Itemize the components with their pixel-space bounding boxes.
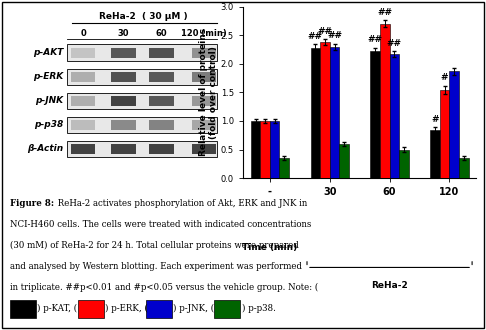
- Text: ) p-JNK, (: ) p-JNK, (: [174, 304, 215, 313]
- Bar: [459, 158, 469, 178]
- Bar: [191, 72, 216, 82]
- Bar: [71, 120, 95, 130]
- Text: #: #: [431, 115, 439, 124]
- Text: and analysed by Western blotting. Each experiment was performed: and analysed by Western blotting. Each e…: [10, 262, 302, 271]
- Text: ) p-ERK, (: ) p-ERK, (: [105, 304, 148, 313]
- Bar: [251, 121, 260, 178]
- Bar: [440, 89, 450, 178]
- Bar: [111, 48, 136, 58]
- Text: ##: ##: [377, 8, 392, 17]
- Text: ##: ##: [327, 31, 342, 40]
- Y-axis label: Relative level of proteins
(fold over control): Relative level of proteins (fold over co…: [199, 28, 218, 156]
- Bar: [380, 24, 390, 178]
- Text: 30: 30: [118, 29, 129, 38]
- Bar: [191, 96, 216, 106]
- Text: #: #: [441, 73, 448, 82]
- Bar: [270, 121, 279, 178]
- Bar: [191, 48, 216, 58]
- Bar: [71, 144, 95, 154]
- Text: ReHa-2 activates phosphorylation of Akt, ERK and JNK in: ReHa-2 activates phosphorylation of Akt,…: [55, 199, 307, 208]
- Text: ) p-KAT, (: ) p-KAT, (: [37, 304, 77, 313]
- Bar: [111, 120, 136, 130]
- Bar: [68, 92, 217, 109]
- Text: p-AKT: p-AKT: [33, 48, 63, 57]
- Bar: [10, 300, 36, 318]
- Bar: [191, 120, 216, 130]
- Text: ##: ##: [368, 35, 382, 44]
- Text: 0: 0: [80, 29, 86, 38]
- Text: ) p-p38.: ) p-p38.: [242, 304, 276, 313]
- Bar: [149, 144, 174, 154]
- Bar: [390, 54, 399, 178]
- Bar: [68, 45, 217, 61]
- Bar: [68, 69, 217, 85]
- Bar: [370, 51, 380, 178]
- Text: Time (min): Time (min): [243, 244, 297, 252]
- Bar: [71, 72, 95, 82]
- Bar: [149, 96, 174, 106]
- Bar: [111, 96, 136, 106]
- Text: ##: ##: [317, 27, 332, 36]
- Text: 60: 60: [156, 29, 167, 38]
- Bar: [330, 47, 339, 178]
- Text: 120 (min): 120 (min): [181, 29, 226, 38]
- Bar: [146, 300, 172, 318]
- Text: β-Actin: β-Actin: [27, 145, 63, 153]
- Text: ReHa-2: ReHa-2: [371, 281, 408, 290]
- Bar: [149, 72, 174, 82]
- Bar: [68, 116, 217, 133]
- Text: Figure 8:: Figure 8:: [10, 199, 54, 208]
- Text: p-p38: p-p38: [34, 120, 63, 129]
- Bar: [78, 300, 104, 318]
- Text: in triplicate. ##p<0.01 and #p<0.05 versus the vehicle group. Note: (: in triplicate. ##p<0.01 and #p<0.05 vers…: [10, 282, 318, 292]
- Bar: [260, 121, 270, 178]
- Bar: [399, 149, 409, 178]
- Bar: [149, 48, 174, 58]
- Text: NCI-H460 cells. The cells were treated with indicated concentrations: NCI-H460 cells. The cells were treated w…: [10, 220, 311, 229]
- Bar: [450, 71, 459, 178]
- Bar: [430, 130, 440, 178]
- Bar: [320, 42, 330, 178]
- Text: ##: ##: [387, 39, 402, 48]
- Text: p-JNK: p-JNK: [35, 96, 63, 105]
- Bar: [191, 144, 216, 154]
- Bar: [339, 144, 349, 178]
- Bar: [279, 158, 289, 178]
- Bar: [71, 96, 95, 106]
- Bar: [71, 48, 95, 58]
- Bar: [111, 72, 136, 82]
- Bar: [68, 141, 217, 157]
- Text: ReHa-2  ( 30 μM ): ReHa-2 ( 30 μM ): [99, 12, 188, 21]
- Bar: [214, 300, 240, 318]
- Bar: [111, 144, 136, 154]
- Bar: [311, 48, 320, 178]
- Text: (30 mM) of ReHa-2 for 24 h. Total cellular proteins were prepared: (30 mM) of ReHa-2 for 24 h. Total cellul…: [10, 241, 298, 250]
- Bar: [149, 120, 174, 130]
- Text: p-ERK: p-ERK: [33, 72, 63, 81]
- Text: ##: ##: [308, 32, 323, 41]
